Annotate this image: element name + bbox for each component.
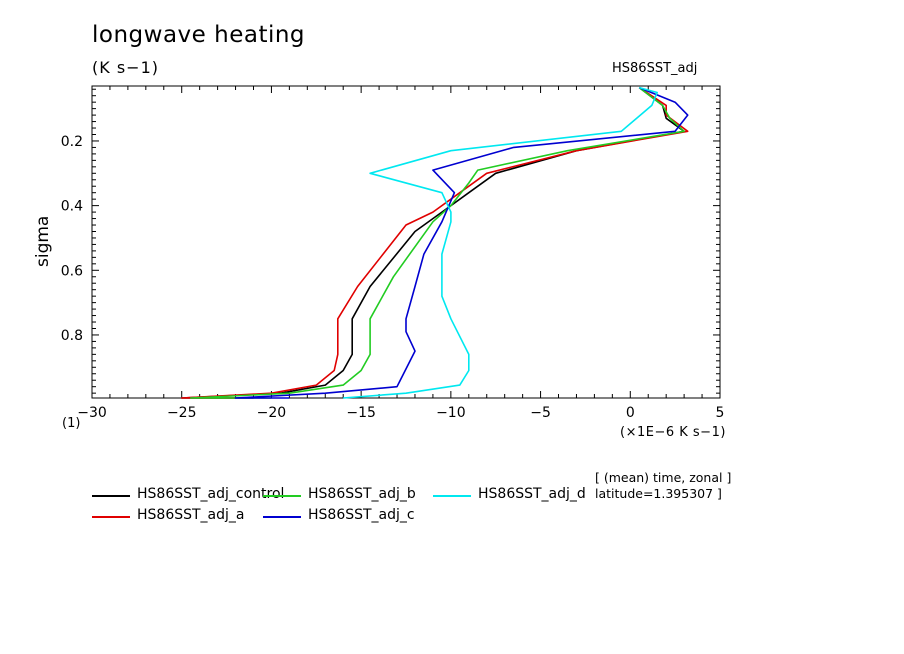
- dataset-label: HS86SST_adj: [612, 61, 698, 76]
- x-tick-label: −15: [346, 405, 376, 421]
- chart-units: (K s−1): [92, 58, 159, 77]
- y-tick-label: 0.4: [61, 199, 83, 215]
- y-tick-label: 0.2: [61, 134, 83, 150]
- legend-label: HS86SST_adj_b: [308, 486, 416, 502]
- legend-swatch: [263, 516, 301, 518]
- x-tick-label: −5: [530, 405, 551, 421]
- x-tick-label: −10: [436, 405, 466, 421]
- legend-label: HS86SST_adj_c: [308, 507, 415, 523]
- legend-swatch: [92, 516, 130, 518]
- y-tick-label: 0.6: [61, 263, 83, 279]
- x-tick-label: −25: [167, 405, 197, 421]
- x-tick-label: 0: [626, 405, 635, 421]
- chart-title: longwave heating: [92, 22, 306, 48]
- x-tick-label: 5: [716, 405, 725, 421]
- legend-swatch: [263, 495, 301, 497]
- note-latitude: latitude=1.395307 ]: [595, 486, 722, 501]
- series-line-HS86SST_adj_b: [189, 86, 685, 399]
- y-axis-label: sigma: [33, 215, 53, 267]
- series-line-HS86SST_adj_c: [234, 86, 689, 399]
- axis-multiplier-label: (1): [62, 416, 81, 431]
- series-line-HS86SST_adj_control: [180, 86, 685, 399]
- legend-swatch: [92, 495, 130, 497]
- x-axis-label: (×1E−6 K s−1): [620, 425, 726, 440]
- note-time-zonal: [ (mean) time, zonal ]: [595, 470, 732, 485]
- x-tick-label: −30: [77, 405, 107, 421]
- legend-label: HS86SST_adj_d: [478, 486, 586, 502]
- legend-label: HS86SST_adj_control: [137, 486, 285, 502]
- plot-frame: [91, 85, 721, 399]
- y-tick-label: 0.8: [61, 328, 83, 344]
- legend-label: HS86SST_adj_a: [137, 507, 245, 523]
- series-line-HS86SST_adj_d: [343, 86, 659, 399]
- x-tick-label: −20: [257, 405, 287, 421]
- series-line-HS86SST_adj_a: [180, 86, 689, 399]
- legend-swatch: [433, 495, 471, 497]
